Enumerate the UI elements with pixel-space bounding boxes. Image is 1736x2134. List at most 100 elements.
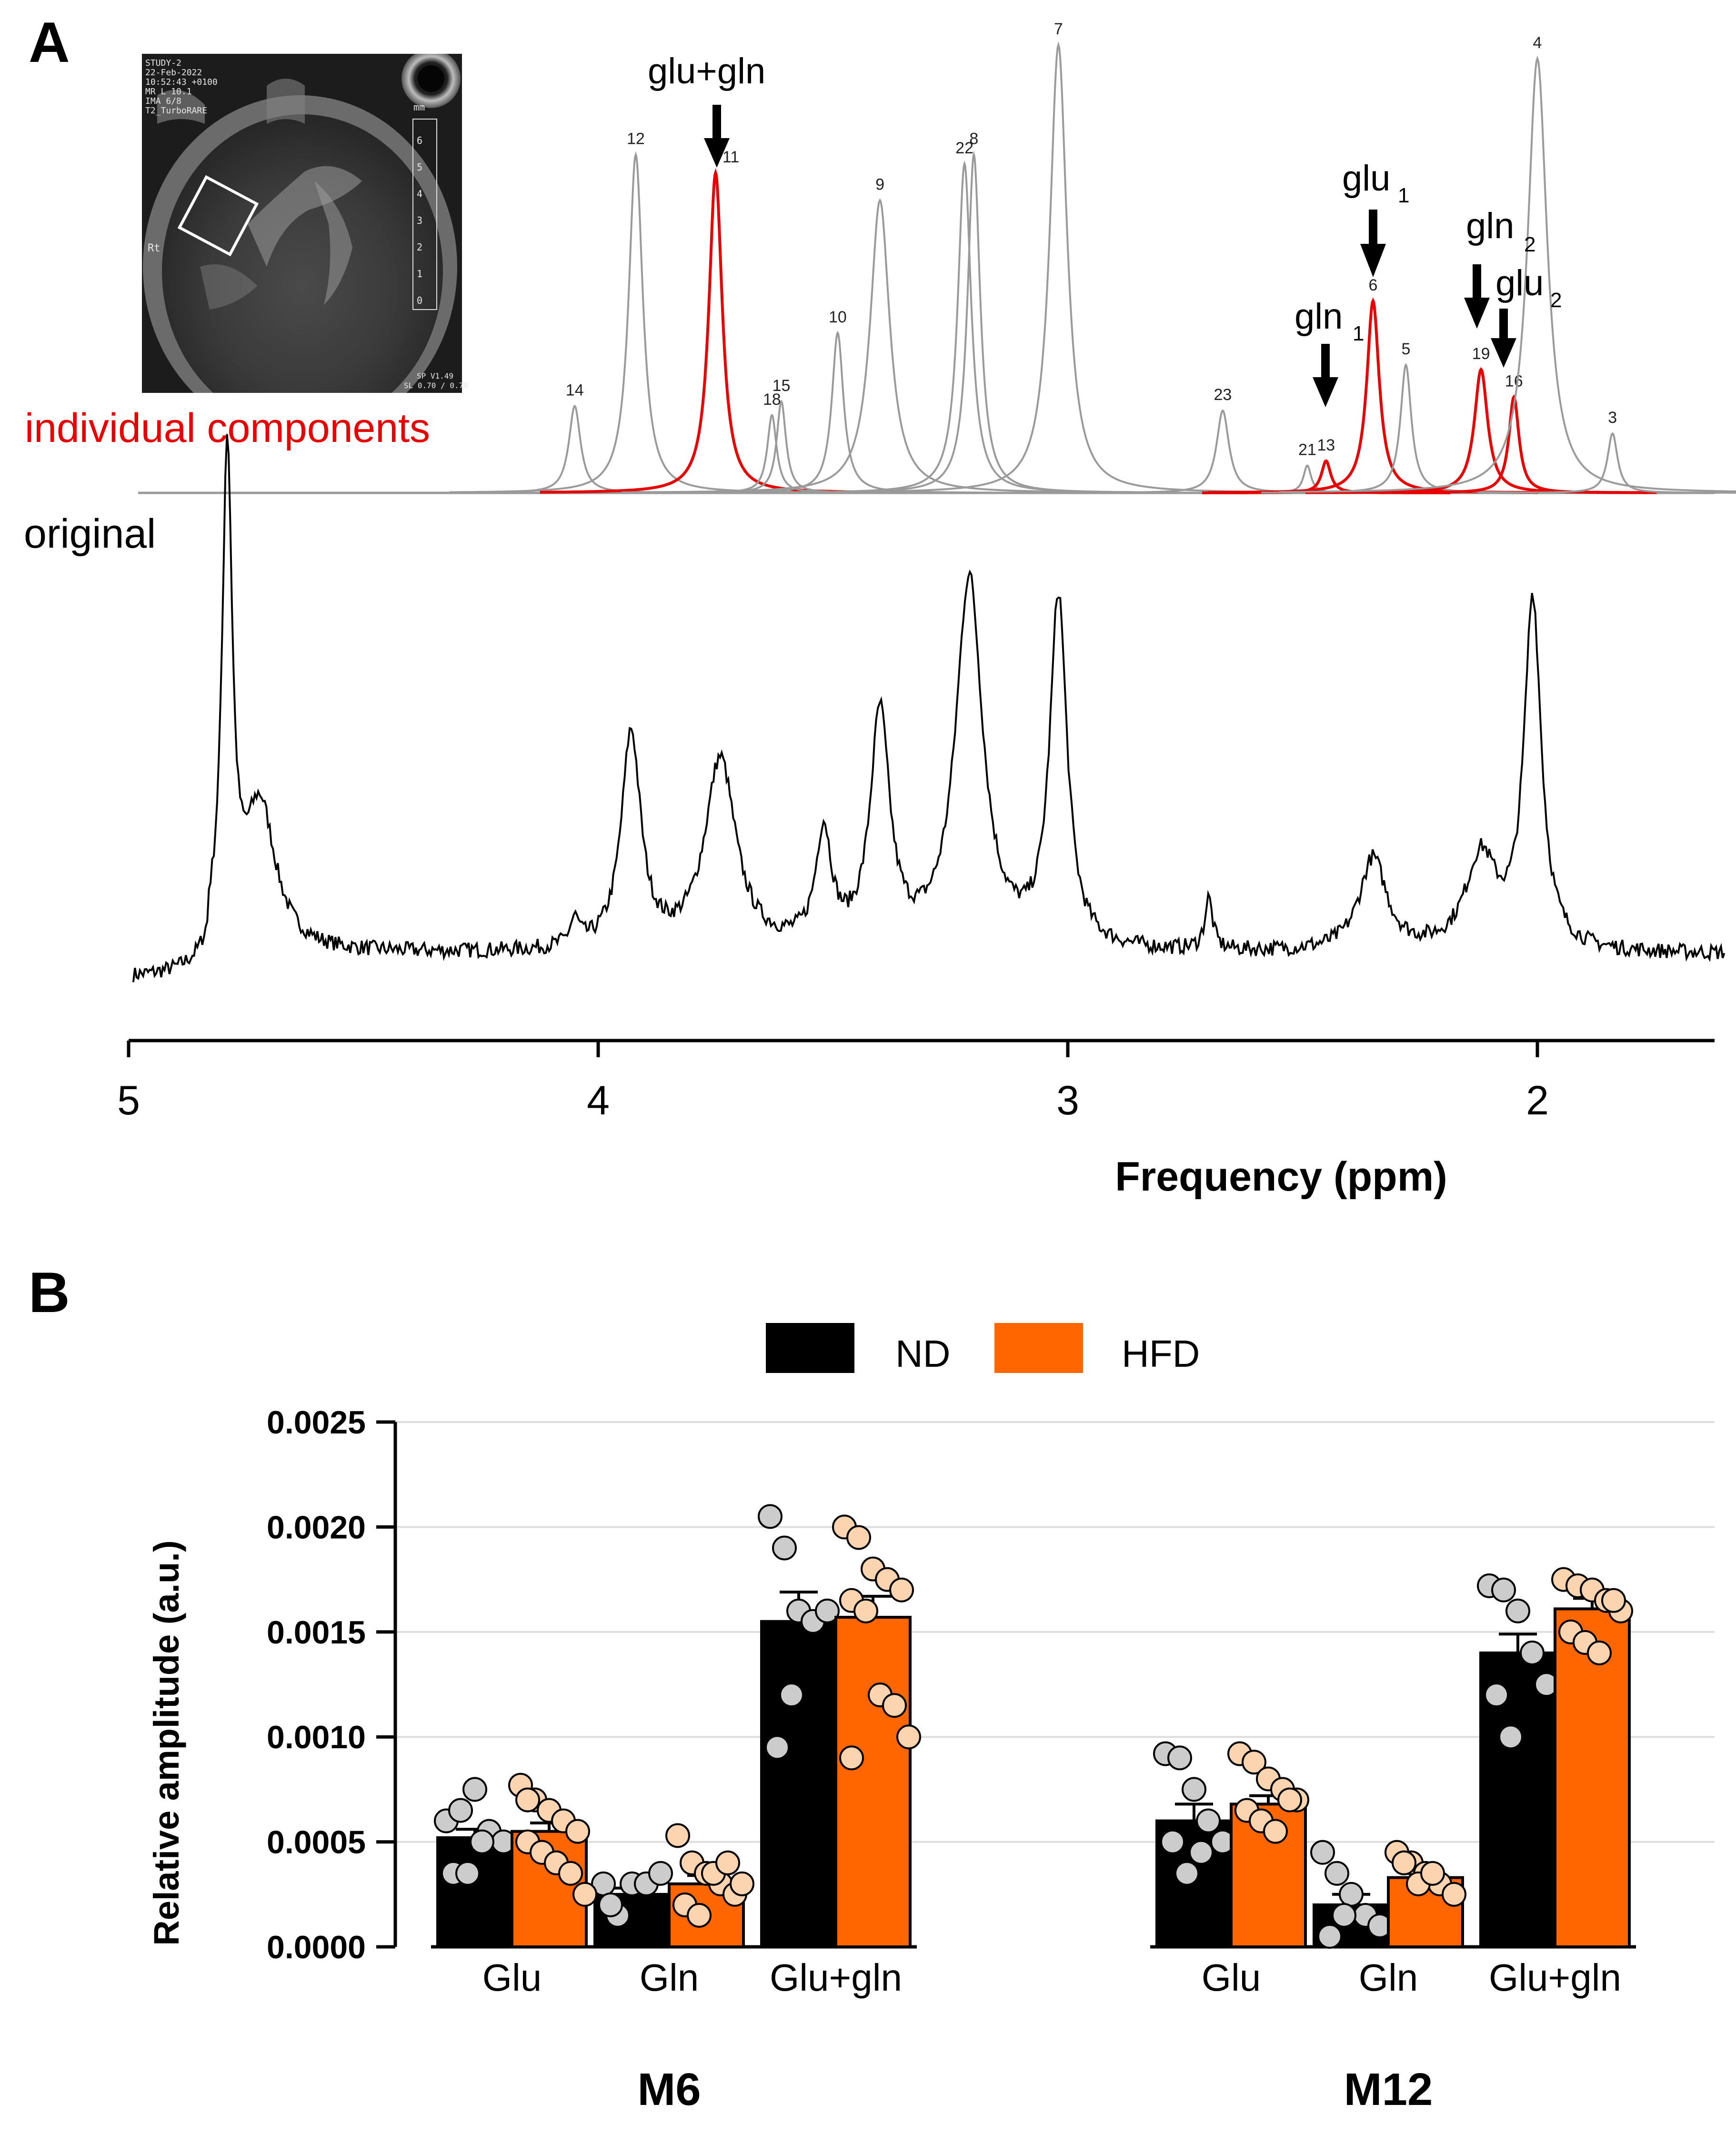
- data-point-hfd: [1601, 1588, 1626, 1613]
- annotation-glu2: glu: [1495, 263, 1544, 303]
- data-point-hfd: [730, 1871, 754, 1896]
- mri-header-line: STUDY-2: [145, 58, 181, 68]
- data-point-nd: [1317, 1924, 1342, 1949]
- arrow-glu2: [1491, 309, 1516, 368]
- data-point-nd: [1520, 1640, 1545, 1665]
- component-peak-label: 9: [875, 176, 884, 194]
- component-peak-12: [450, 151, 821, 493]
- data-point-nd: [1182, 1777, 1206, 1802]
- group-label-m12: M12: [1344, 2064, 1433, 2115]
- mri-scale-bar: [412, 119, 437, 310]
- data-point-nd: [779, 1683, 804, 1708]
- mri-scale-tick: 4: [417, 188, 422, 200]
- bar-chart: 0.0000 0.0005 0.0010 0.0015 0.0020 0.0025: [267, 1404, 1715, 1965]
- data-point-nd: [1167, 1745, 1192, 1771]
- component-peak-label: 19: [1472, 345, 1490, 363]
- arrow-glu1: [1360, 210, 1386, 277]
- data-point-nd: [772, 1535, 797, 1561]
- data-point-nd: [598, 1892, 623, 1917]
- component-peak-14: [420, 404, 730, 494]
- bar-y-axis-label: Relative amplitude (a.u.): [147, 1540, 186, 1945]
- component-peak-9: [622, 198, 1138, 493]
- arrow-gln2: [1464, 264, 1490, 329]
- data-point-nd: [448, 1798, 473, 1823]
- data-point-hfd: [1263, 1819, 1288, 1844]
- component-peak-15: [657, 400, 905, 494]
- bar-nd: [760, 1620, 837, 1948]
- mri-scale-tick: 0: [417, 295, 422, 306]
- data-point-hfd: [853, 1598, 878, 1623]
- component-peak-label: 12: [627, 130, 645, 148]
- data-point-nd: [1505, 1598, 1530, 1623]
- bar-y-tick-label: 0.0025: [267, 1404, 366, 1441]
- mri-scale-unit: mm: [413, 101, 425, 113]
- component-peak-8: [808, 150, 1139, 493]
- annotation-glu1-sub: 1: [1398, 184, 1409, 207]
- annotation-glu2-sub: 2: [1550, 289, 1562, 312]
- data-point-hfd: [1587, 1640, 1612, 1665]
- component-peak-label: 5: [1401, 340, 1410, 358]
- data-point-hfd: [1442, 1882, 1466, 1907]
- frequency-axis: 5 4 3 2: [117, 1039, 1715, 1123]
- component-peak-10: [682, 331, 992, 494]
- component-peak-6: [1207, 297, 1538, 494]
- component-peak-label: 7: [1054, 20, 1063, 38]
- mri-scale-tick: 3: [417, 215, 422, 226]
- data-point-hfd: [572, 1882, 597, 1907]
- component-peak-label: 3: [1608, 409, 1617, 427]
- data-point-nd: [1189, 1840, 1214, 1865]
- mri-scale-tick: 6: [417, 135, 422, 146]
- component-peak-label: 15: [773, 377, 791, 395]
- legend: ND HFD: [766, 1323, 1200, 1375]
- bar-y-tick-label: 0.0000: [267, 1929, 366, 1965]
- annotation-glu-gln: glu+gln: [648, 51, 765, 91]
- bar-y-tick-label: 0.0010: [267, 1719, 366, 1755]
- frequency-tick-label: 3: [1056, 1078, 1079, 1123]
- annotation-gln1-sub: 1: [1353, 322, 1364, 345]
- annotation-gln2-sub: 2: [1524, 233, 1535, 256]
- data-point-hfd: [1242, 1750, 1266, 1775]
- component-peak-16: [1379, 394, 1648, 494]
- data-point-hfd: [565, 1819, 590, 1844]
- legend-label-hfd: HFD: [1122, 1332, 1200, 1375]
- data-point-nd: [462, 1777, 487, 1802]
- mri-header-line: 22-Feb-2022: [145, 68, 202, 78]
- frequency-tick-label: 2: [1526, 1078, 1549, 1123]
- data-point-hfd: [839, 1745, 864, 1771]
- data-point-nd: [1332, 1903, 1356, 1928]
- data-point-nd: [758, 1504, 783, 1529]
- frequency-tick-label: 4: [587, 1078, 610, 1123]
- data-point-nd: [1174, 1861, 1199, 1886]
- component-peak-label: 18: [763, 391, 781, 409]
- data-point-hfd: [882, 1693, 907, 1718]
- component-peak-label: 10: [829, 308, 847, 326]
- component-peak-7: [831, 41, 1285, 493]
- component-peak-4: [1279, 55, 1736, 493]
- group-label-m6: M6: [637, 2064, 701, 2115]
- data-point-hfd: [1277, 1787, 1302, 1813]
- component-peak-label: 11: [722, 148, 739, 166]
- component-peak-label: 4: [1533, 34, 1542, 52]
- data-point-nd: [815, 1598, 840, 1623]
- original-spectrum-line: [132, 434, 1726, 982]
- annotation-glu1: glu: [1342, 158, 1390, 199]
- mri-header-line: MR L 10.1: [145, 87, 192, 97]
- data-point-hfd: [896, 1724, 921, 1750]
- component-peak-label: 22: [955, 139, 973, 157]
- mri-scale-tick: 5: [417, 161, 422, 173]
- category-label: Gln: [1359, 1956, 1418, 1999]
- bar-y-tick-label: 0.0020: [267, 1509, 366, 1545]
- data-point-hfd: [1392, 1850, 1416, 1875]
- data-point-hfd: [715, 1850, 740, 1875]
- data-point-nd: [1196, 1808, 1221, 1833]
- component-peak-label: 16: [1505, 372, 1523, 390]
- data-point-nd: [1325, 1861, 1349, 1886]
- data-point-hfd: [1420, 1861, 1445, 1886]
- data-point-hfd: [846, 1525, 871, 1550]
- data-point-hfd: [515, 1787, 540, 1813]
- legend-swatch-hfd: [994, 1323, 1083, 1373]
- bar-y-tick-label: 0.0015: [267, 1614, 366, 1651]
- category-label: Glu: [482, 1956, 542, 1999]
